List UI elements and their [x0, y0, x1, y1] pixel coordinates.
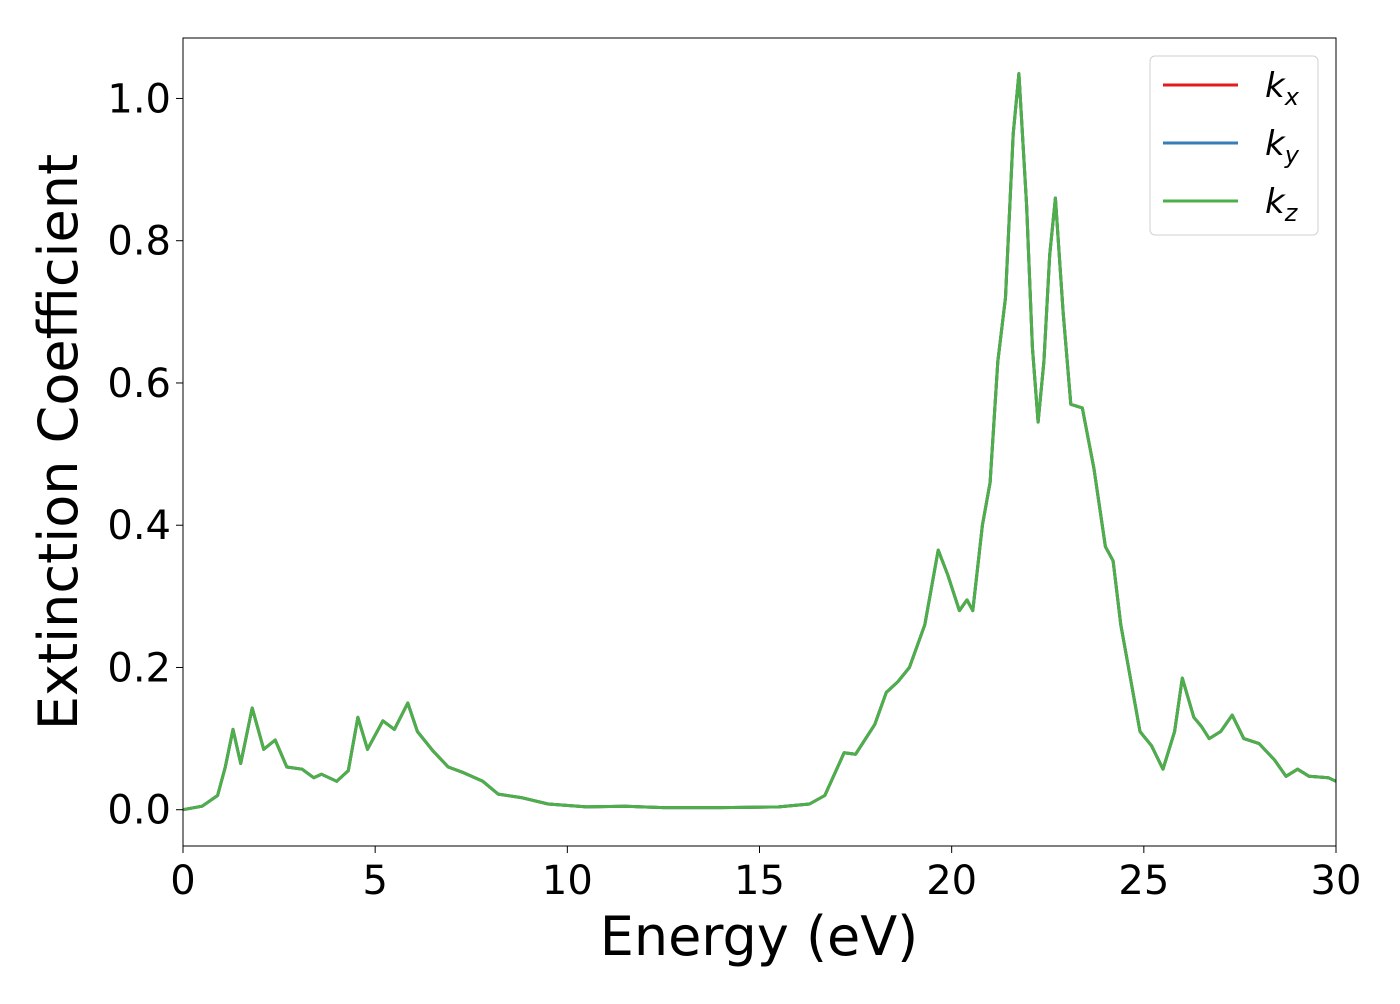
x-tick-label: 10 [542, 858, 593, 904]
x-tick-label: 0 [170, 858, 195, 904]
legend-label: kz [1265, 182, 1299, 227]
legend-label: kx [1265, 66, 1300, 111]
x-axis-label: Energy (eV) [600, 905, 919, 968]
y-tick-label: 0.2 [107, 645, 171, 691]
y-tick-label: 0.4 [107, 503, 171, 549]
x-tick-label: 15 [734, 858, 785, 904]
series-line [182, 72, 1337, 812]
y-tick-label: 0.6 [107, 361, 171, 407]
x-tick-label: 25 [1118, 858, 1169, 904]
x-tick-label: 30 [1311, 858, 1362, 904]
x-tick-label: 5 [362, 858, 387, 904]
y-tick-label: 0.0 [107, 788, 171, 834]
y-tick-label: 0.8 [107, 219, 171, 265]
legend-label: ky [1265, 124, 1300, 169]
y-tick-label: 1.0 [107, 76, 171, 122]
y-axis-label: Extinction Coefficient [27, 154, 90, 730]
plot-frame [182, 37, 1337, 847]
x-tick-label: 20 [926, 858, 977, 904]
legend-box [1149, 55, 1319, 236]
